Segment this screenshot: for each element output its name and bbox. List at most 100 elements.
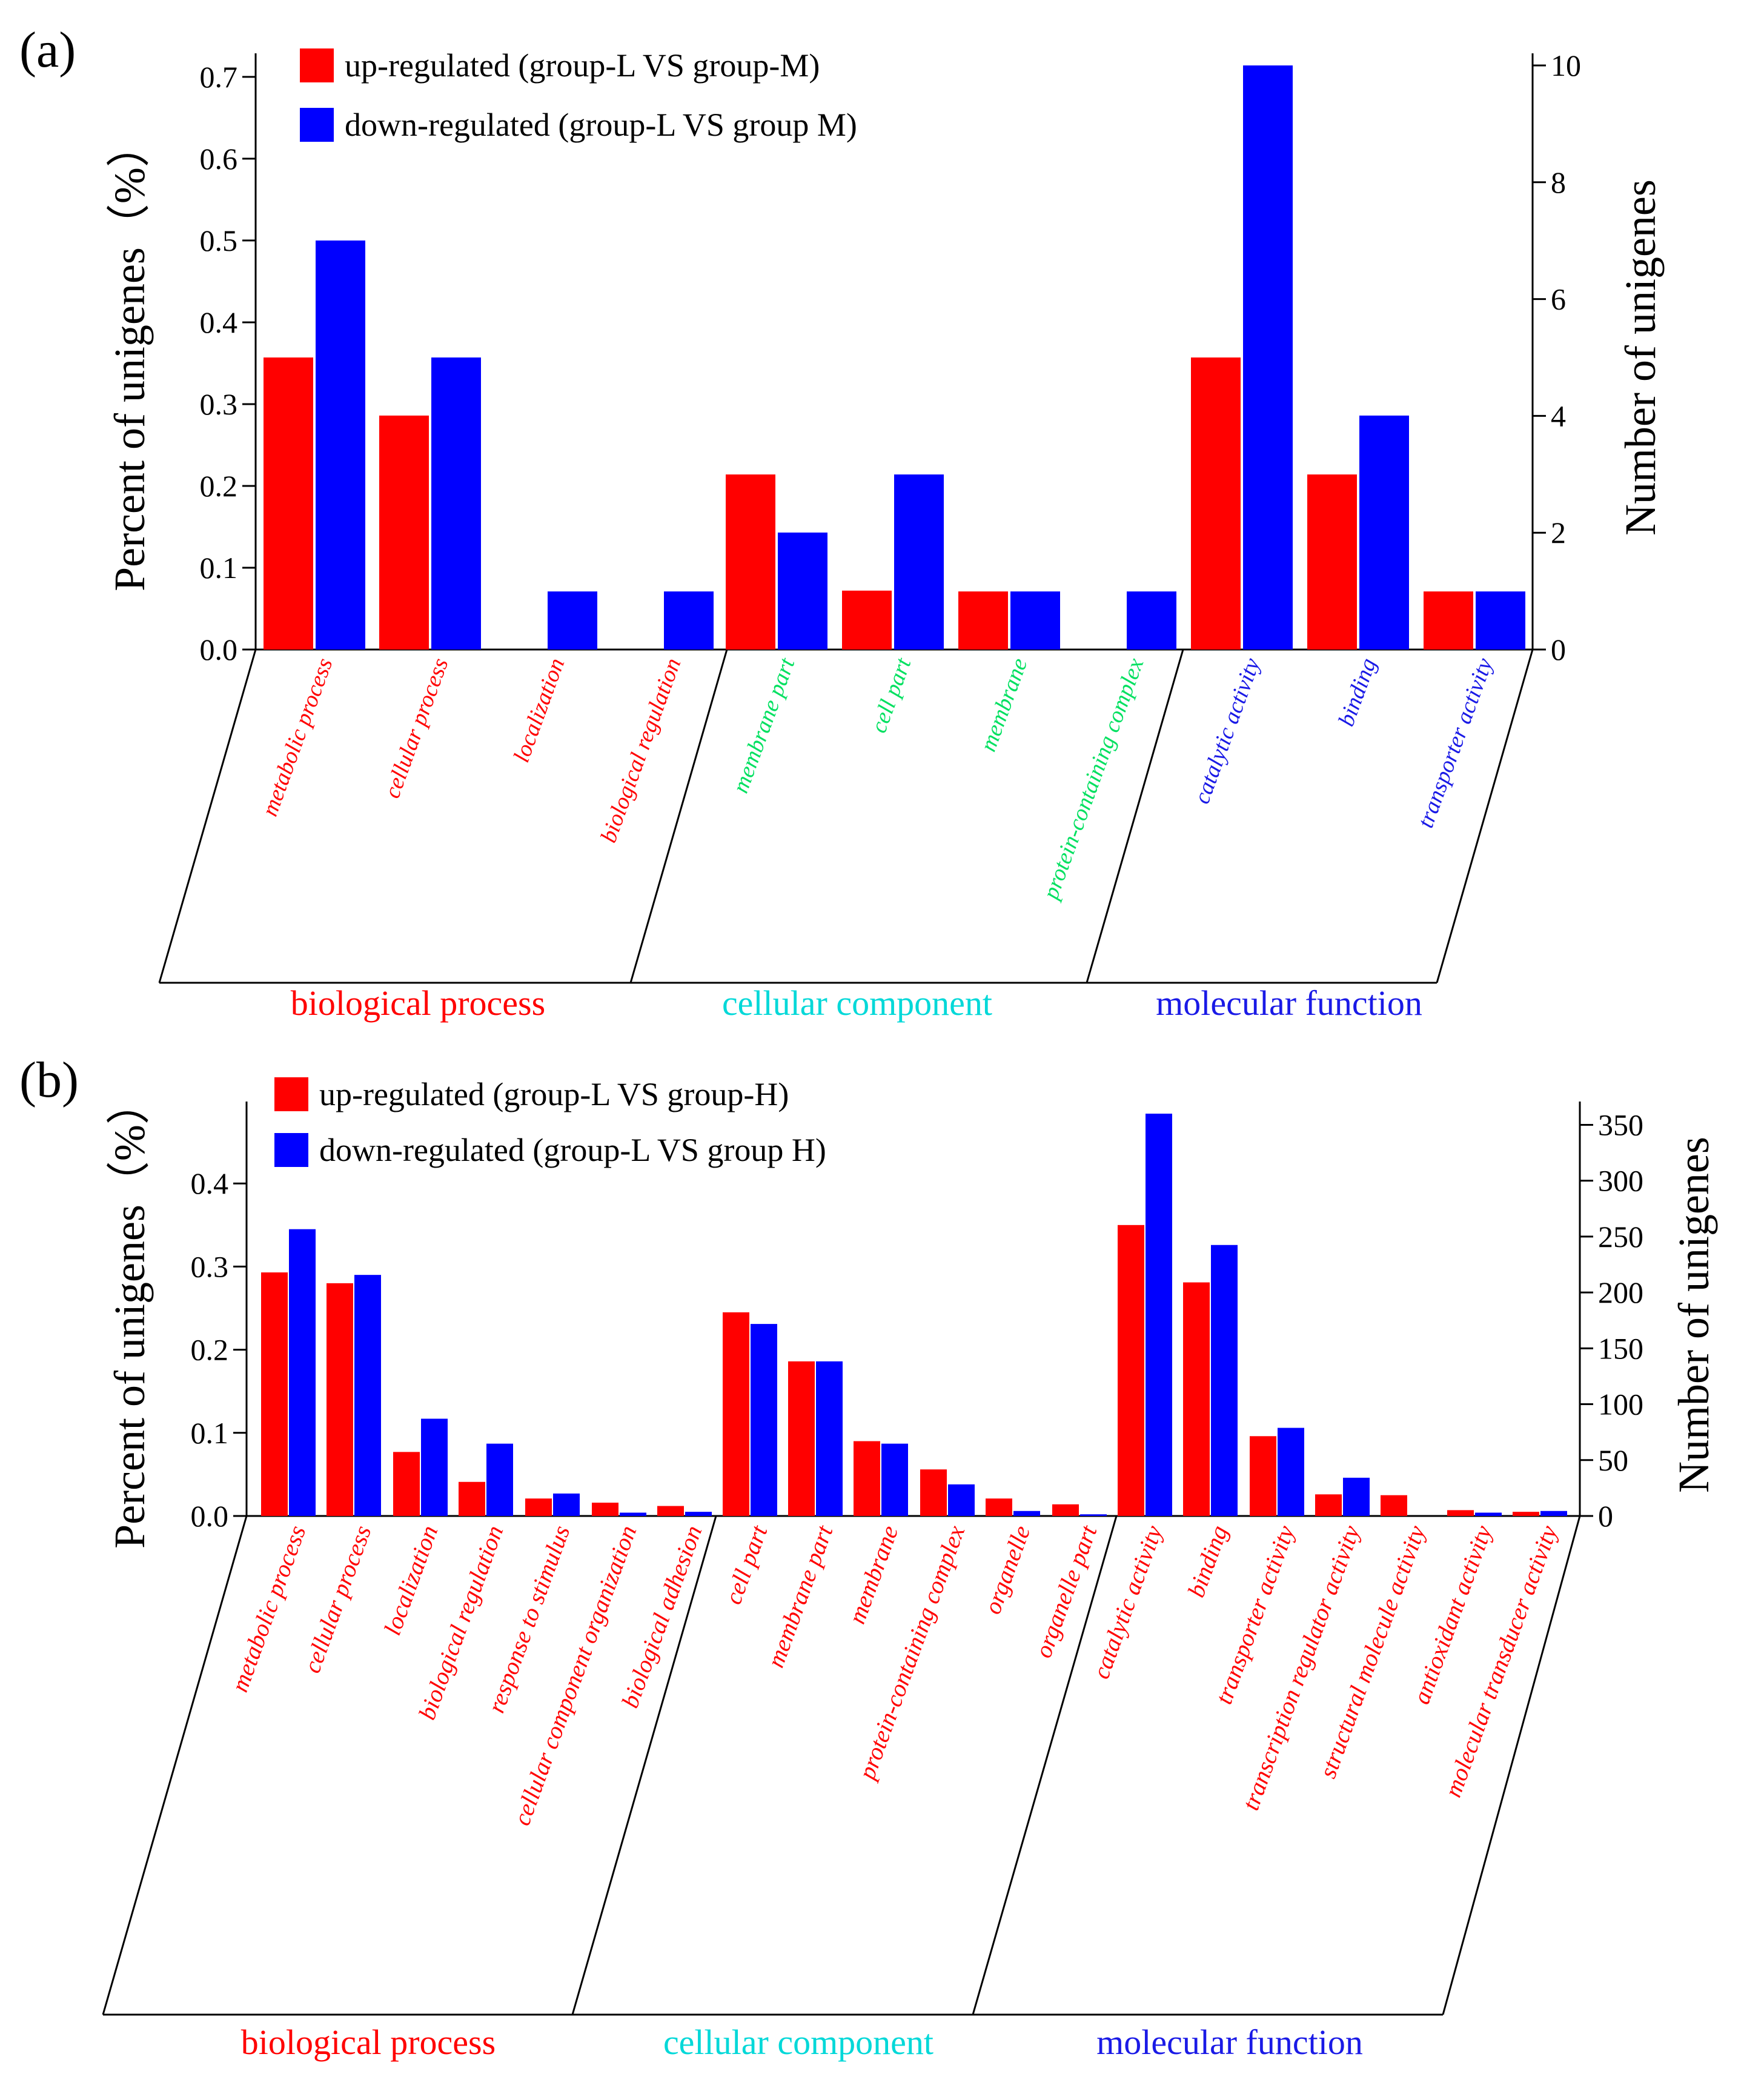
down-bar-2	[421, 1418, 448, 1516]
right-tick-label: 150	[1598, 1331, 1643, 1365]
up-bar-5	[592, 1503, 618, 1516]
left-tick-label: 0.2	[191, 1333, 229, 1367]
down-bar-13	[1146, 1114, 1172, 1516]
up-bar-5	[842, 590, 892, 650]
up-bar-0	[264, 357, 313, 650]
left-axis-title: Percent of unigenes（%）	[105, 124, 154, 591]
right-tick-label: 0	[1551, 633, 1566, 666]
up-bar-9	[854, 1441, 880, 1516]
category-label-8: membrane part	[761, 1521, 838, 1671]
legend-swatch-1	[300, 108, 334, 142]
category-label-2: localization	[509, 655, 570, 766]
right-tick-label: 8	[1551, 165, 1566, 199]
right-tick-label: 6	[1551, 282, 1566, 316]
down-bar-10	[948, 1484, 975, 1516]
up-bar-0	[261, 1272, 288, 1516]
category-label-3: biological regulation	[595, 655, 686, 846]
up-bar-1	[379, 415, 429, 650]
up-bar-11	[986, 1498, 1012, 1516]
down-bar-7	[1127, 591, 1176, 650]
left-tick-label: 0.0	[200, 633, 238, 666]
group-label-2: molecular function	[1156, 983, 1422, 1023]
legend-swatch-0	[274, 1077, 308, 1111]
category-label-2: localization	[379, 1522, 443, 1639]
category-label-5: cell part	[866, 654, 917, 736]
up-bar-6	[958, 591, 1008, 650]
up-bar-8	[1191, 357, 1241, 650]
right-tick-label: 350	[1598, 1108, 1643, 1142]
down-bar-0	[289, 1229, 316, 1516]
left-tick-label: 0.0	[191, 1499, 229, 1533]
up-bar-4	[525, 1498, 552, 1516]
down-bar-1	[354, 1275, 381, 1516]
category-label-10: transporter activity	[1413, 655, 1497, 831]
down-bar-6	[1010, 591, 1060, 650]
left-tick-label: 0.7	[200, 60, 238, 94]
up-bar-8	[788, 1361, 815, 1516]
down-bar-16	[1343, 1477, 1370, 1516]
legend-label-1: down-regulated (group-L VS group M)	[345, 107, 857, 143]
category-label-1: cellular process	[379, 655, 453, 802]
right-tick-label: 0	[1598, 1499, 1613, 1533]
down-bar-5	[894, 474, 944, 650]
right-axis-title: Number of unigenes	[1669, 1137, 1718, 1493]
legend-swatch-1	[274, 1133, 308, 1167]
legend-label-1: down-regulated (group-L VS group H)	[319, 1132, 826, 1168]
right-tick-label: 250	[1598, 1220, 1643, 1254]
down-bar-4	[553, 1493, 580, 1516]
down-bar-9	[1359, 415, 1409, 650]
category-label-8: catalytic activity	[1189, 655, 1265, 807]
down-bar-9	[881, 1443, 908, 1516]
group-label-0: biological process	[241, 2023, 496, 2062]
up-bar-2	[393, 1452, 420, 1516]
group-label-2: molecular function	[1096, 2023, 1363, 2062]
panel-label: (a)	[19, 22, 76, 78]
right-tick-label: 100	[1598, 1388, 1643, 1421]
up-bar-4	[726, 474, 775, 650]
category-label-11: organelle	[978, 1522, 1035, 1618]
right-tick-label: 50	[1598, 1443, 1628, 1477]
group-label-0: biological process	[291, 983, 545, 1023]
down-bar-8	[816, 1361, 843, 1516]
up-bar-15	[1250, 1436, 1276, 1516]
category-label-0: metabolic process	[257, 655, 337, 820]
category-label-14: binding	[1182, 1522, 1233, 1601]
panel-label: (b)	[19, 1052, 79, 1108]
down-bar-3	[486, 1443, 513, 1516]
category-label-7: cell part	[719, 1521, 773, 1608]
category-label-9: binding	[1333, 655, 1381, 730]
down-bar-8	[1243, 65, 1293, 650]
up-bar-18	[1447, 1510, 1474, 1516]
up-bar-9	[1307, 474, 1357, 650]
up-bar-3	[459, 1481, 485, 1516]
category-label-7: protein-containing complex	[1037, 655, 1149, 905]
up-bar-10	[920, 1469, 947, 1516]
down-bar-15	[1278, 1428, 1304, 1516]
group-divider-1	[1086, 649, 1184, 983]
down-bar-14	[1211, 1245, 1238, 1516]
down-bar-1	[431, 357, 481, 650]
up-bar-13	[1118, 1225, 1144, 1516]
right-tick-label: 4	[1551, 399, 1566, 433]
down-bar-4	[778, 532, 827, 650]
base-right-edge	[1442, 1515, 1581, 2015]
down-bar-2	[548, 591, 597, 650]
base-left-edge	[102, 1515, 248, 2015]
left-tick-label: 0.4	[191, 1166, 229, 1200]
legend-label-0: up-regulated (group-L VS group-H)	[319, 1076, 789, 1112]
group-label-1: cellular component	[722, 983, 992, 1023]
category-label-1: cellular process	[298, 1522, 377, 1677]
base-left-edge	[158, 649, 257, 983]
legend-swatch-0	[300, 48, 334, 82]
down-bar-11	[1013, 1511, 1040, 1516]
up-bar-6	[657, 1506, 684, 1516]
down-bar-3	[664, 591, 714, 650]
right-tick-label: 10	[1551, 48, 1581, 82]
left-tick-label: 0.2	[200, 469, 238, 503]
up-bar-12	[1052, 1504, 1079, 1516]
up-bar-17	[1381, 1495, 1407, 1516]
category-label-4: membrane part	[728, 654, 800, 796]
up-bar-14	[1183, 1282, 1210, 1516]
left-tick-label: 0.3	[200, 387, 238, 421]
